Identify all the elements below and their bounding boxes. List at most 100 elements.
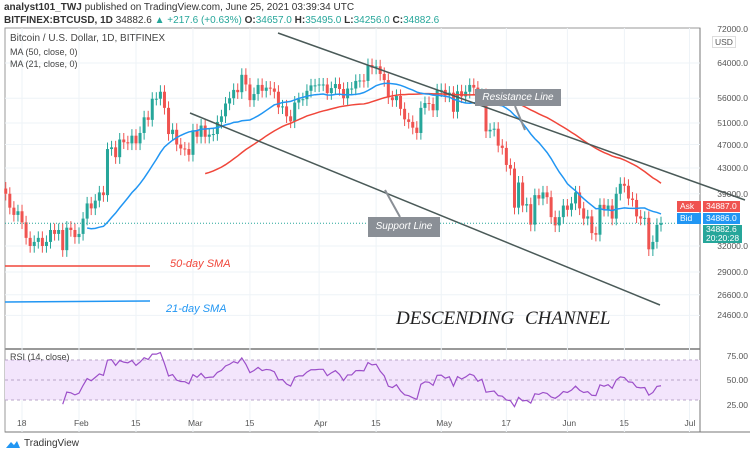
support-line-label[interactable]: Support Line bbox=[368, 217, 440, 237]
time-tick: May bbox=[436, 418, 453, 428]
candle-body bbox=[122, 139, 126, 143]
sma21-label[interactable]: 21-day SMA bbox=[166, 303, 227, 315]
price-tick-72000: 72000.0 bbox=[717, 24, 748, 34]
candle-body bbox=[639, 216, 643, 219]
candle-body bbox=[329, 88, 333, 94]
candle-body bbox=[142, 117, 146, 133]
ma50-line bbox=[204, 92, 662, 184]
time-tick: Jun bbox=[562, 418, 577, 428]
candle-body bbox=[138, 132, 142, 144]
candle-body bbox=[110, 147, 114, 150]
ma21-legend[interactable]: MA (21, close, 0) bbox=[10, 59, 78, 69]
candle-body bbox=[500, 145, 504, 148]
candle-body bbox=[439, 89, 443, 91]
time-tick: 15 bbox=[130, 418, 141, 428]
ma50-legend[interactable]: MA (50, close, 0) bbox=[10, 47, 78, 57]
sma50-label[interactable]: 50-day SMA bbox=[170, 258, 231, 270]
candle-body bbox=[114, 147, 118, 158]
rsi-tick-25: 25.00 bbox=[726, 400, 748, 410]
last-price-value: 34882.6 bbox=[706, 224, 737, 234]
price-tick: 39000.0 bbox=[717, 188, 748, 199]
candle-body bbox=[456, 91, 460, 112]
candle-body bbox=[85, 203, 89, 219]
tradingview-logo[interactable]: TradingView bbox=[5, 438, 79, 449]
candle-body bbox=[57, 229, 61, 234]
candle-body bbox=[386, 80, 390, 98]
candle-body bbox=[244, 74, 248, 85]
price-tick: 51000.0 bbox=[717, 117, 748, 128]
price-tick: 26600.0 bbox=[717, 289, 748, 300]
candle-body bbox=[541, 192, 545, 199]
resistance-line-label[interactable]: Resistance Line bbox=[475, 89, 561, 106]
candle-body bbox=[590, 216, 594, 234]
candle-body bbox=[285, 106, 289, 117]
candle-body bbox=[293, 102, 297, 122]
candle-body bbox=[24, 222, 28, 238]
price-tick: 24600.0 bbox=[717, 310, 748, 321]
candle-body bbox=[264, 87, 268, 91]
candle-body bbox=[333, 84, 337, 89]
support-callout-pointer bbox=[384, 189, 401, 218]
candle-body bbox=[44, 241, 48, 246]
currency-label: USD bbox=[712, 36, 736, 48]
candle-body bbox=[69, 227, 73, 230]
chart-title: Bitcoin / U.S. Dollar, 1D, BITFINEX bbox=[10, 33, 166, 44]
price-tick: 32000.0 bbox=[717, 240, 748, 251]
candle-body bbox=[403, 108, 407, 120]
candle-body bbox=[574, 192, 578, 204]
candle-body bbox=[606, 205, 610, 210]
rsi-legend[interactable]: RSI (14, close) bbox=[10, 352, 70, 362]
candle-body bbox=[301, 99, 305, 101]
candle-body bbox=[394, 95, 398, 101]
candle-body bbox=[77, 233, 81, 238]
candle-body bbox=[53, 229, 57, 234]
time-tick: 15 bbox=[244, 418, 255, 428]
candle-body bbox=[36, 237, 40, 242]
candle-body bbox=[236, 89, 240, 93]
last-price-tag: 34882.6 20:20:28 bbox=[703, 224, 743, 243]
candle-body bbox=[199, 125, 203, 137]
bar-countdown: 20:20:28 bbox=[706, 233, 740, 243]
candle-body bbox=[81, 218, 85, 234]
candle-body bbox=[618, 183, 622, 194]
candle-body bbox=[399, 95, 403, 109]
candle-body bbox=[472, 84, 476, 88]
rsi-tick-75: 75.00 bbox=[726, 351, 748, 361]
candle-body bbox=[517, 182, 521, 208]
candle-body bbox=[610, 205, 614, 219]
candle-body bbox=[260, 84, 264, 91]
candle-body bbox=[557, 217, 561, 226]
publisher[interactable]: analyst101_TWJ bbox=[4, 2, 82, 13]
candle-body bbox=[73, 229, 77, 238]
candle-body bbox=[219, 116, 223, 122]
candle-body bbox=[626, 185, 630, 199]
candle-body bbox=[313, 85, 317, 87]
candle-body bbox=[228, 98, 232, 104]
candle-body bbox=[40, 237, 44, 246]
descending-channel-label[interactable]: DESCENDING CHANNEL bbox=[396, 308, 611, 329]
candle-body bbox=[460, 91, 464, 97]
candle-body bbox=[281, 106, 284, 108]
candle-body bbox=[289, 116, 293, 122]
candle-body bbox=[565, 205, 569, 210]
candle-body bbox=[16, 211, 20, 215]
candle-body bbox=[525, 204, 529, 206]
high: 35495.0 bbox=[305, 15, 342, 26]
candle-body bbox=[411, 121, 415, 128]
change: ▲ +217.6 (+0.63%) bbox=[154, 15, 242, 26]
candle-body bbox=[158, 91, 162, 99]
candle-body bbox=[20, 211, 24, 223]
candle-body bbox=[89, 203, 93, 209]
candle-body bbox=[533, 195, 537, 225]
ask-price: 34887.0 bbox=[703, 201, 740, 212]
candle-body bbox=[276, 91, 280, 108]
candle-body bbox=[614, 193, 618, 219]
candle-body bbox=[553, 217, 557, 226]
candle-body bbox=[118, 139, 122, 158]
candle-body bbox=[248, 84, 252, 101]
last-price: 34882.6 bbox=[115, 15, 152, 26]
candle-body bbox=[65, 227, 69, 251]
ma21-line bbox=[87, 82, 662, 230]
candle-body bbox=[423, 103, 427, 108]
